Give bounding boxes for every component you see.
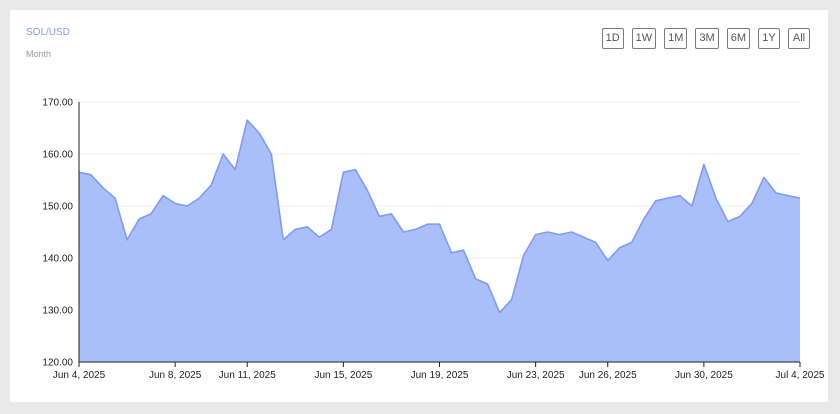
range-selector: 1D 1W 1M 3M 6M 1Y All bbox=[601, 28, 810, 49]
x-tick-label: Jun 15, 2025 bbox=[314, 370, 372, 381]
x-tick-label: Jun 30, 2025 bbox=[675, 370, 733, 381]
x-tick-label: Jun 19, 2025 bbox=[411, 370, 469, 381]
price-line bbox=[78, 119, 801, 314]
range-button-1w[interactable]: 1W bbox=[631, 28, 657, 49]
x-tick-label: Jun 23, 2025 bbox=[507, 370, 565, 381]
range-button-1m[interactable]: 1M bbox=[664, 28, 688, 49]
x-tick-label: Jul 4, 2025 bbox=[776, 370, 825, 381]
range-button-6m[interactable]: 6M bbox=[726, 28, 750, 49]
y-tick-label: 140.00 bbox=[42, 254, 73, 265]
y-tick-label: 130.00 bbox=[42, 306, 73, 317]
x-tick-label: Jun 26, 2025 bbox=[579, 370, 637, 381]
range-button-all[interactable]: All bbox=[788, 28, 810, 49]
range-button-1y[interactable]: 1Y bbox=[758, 28, 780, 49]
y-tick-label: 120.00 bbox=[42, 358, 73, 369]
x-tick-label: Jun 4, 2025 bbox=[53, 370, 106, 381]
y-tick-label: 150.00 bbox=[42, 202, 73, 213]
y-tick-label: 170.00 bbox=[42, 98, 73, 109]
x-tick-label: Jun 8, 2025 bbox=[149, 370, 202, 381]
pair-title: SOL/USD bbox=[26, 27, 70, 38]
price-area bbox=[79, 120, 800, 362]
x-tick-label: Jun 11, 2025 bbox=[219, 370, 277, 381]
range-button-1d[interactable]: 1D bbox=[601, 28, 624, 49]
y-tick-label: 160.00 bbox=[42, 150, 73, 161]
range-button-3m[interactable]: 3M bbox=[695, 28, 719, 49]
period-label: Month bbox=[26, 49, 52, 59]
